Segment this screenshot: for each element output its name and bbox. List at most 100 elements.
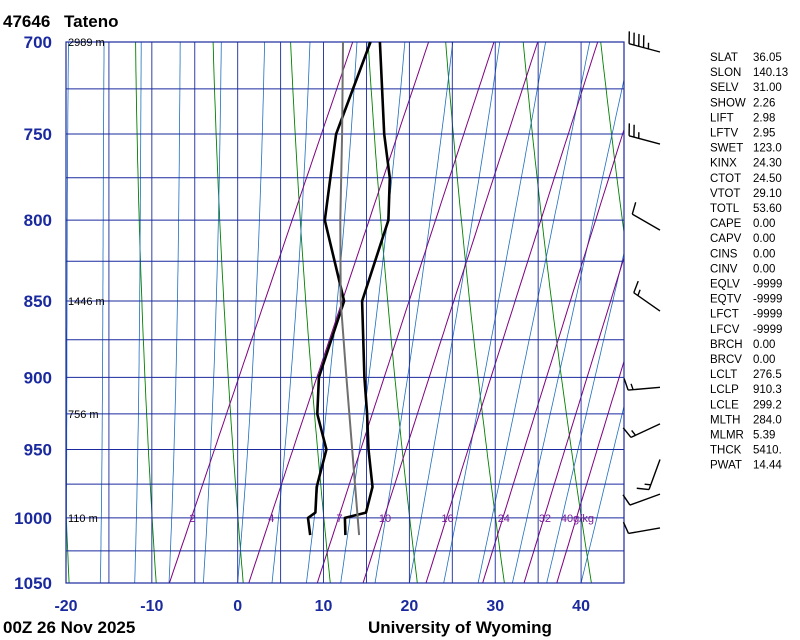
index-value: 0.00 (753, 339, 775, 351)
dry-adiabat-line (135, 42, 157, 583)
moist-adiabat-line (99, 42, 105, 583)
wind-barb-staff (648, 459, 661, 490)
index-value: 31.00 (753, 82, 782, 94)
moist-adiabat-line (512, 77, 624, 583)
index-value: 276.5 (753, 369, 782, 381)
wind-barb (623, 378, 661, 391)
grid-layer (32, 41, 625, 584)
indices-list: SLAT 36.05 SLON 140.13 SELV 31.00 SHOW 2.26 LIFT… (710, 52, 788, 472)
wind-barbs (622, 31, 661, 535)
index-value: 24.30 (753, 158, 782, 170)
dry-adiabat-line (367, 42, 418, 583)
index-key: SLON (710, 67, 741, 79)
footer-source: University of Wyoming (368, 618, 552, 637)
index-value: 29.10 (753, 188, 782, 200)
wind-barb-half-flag (630, 383, 634, 390)
mixing-ratio-label: 24 (498, 513, 510, 525)
dry-adiabat-line (600, 42, 624, 236)
wind-barb (631, 202, 661, 231)
index-key: SWET (710, 143, 743, 155)
wind-barb (622, 493, 661, 506)
temperature-tick-label: 0 (233, 598, 242, 615)
wind-barb-flag (622, 521, 630, 534)
pressure-tick-label: 750 (24, 125, 52, 144)
index-key: EQLV (710, 279, 740, 291)
index-value: 2.26 (753, 97, 775, 109)
index-value: 2.95 (753, 128, 775, 140)
index-key: CINV (710, 263, 738, 275)
station-id: 47646 (3, 12, 50, 31)
wind-barb-staff (628, 386, 661, 391)
index-value: 0.00 (753, 248, 775, 260)
pressure-tick-label: 800 (24, 211, 52, 230)
index-key: PWAT (710, 460, 742, 472)
index-value: 910.3 (753, 384, 782, 396)
index-key: LFCV (710, 324, 740, 336)
index-value: -9999 (753, 279, 782, 291)
wind-barb (633, 280, 661, 312)
index-value: 0.00 (753, 218, 775, 230)
height-label: 756 m (68, 409, 99, 421)
wind-barb-staff (628, 527, 661, 535)
index-value: 123.0 (753, 143, 782, 155)
height-label: 2989 m (68, 37, 105, 49)
moist-adiabat-line (32, 42, 35, 583)
index-value: -9999 (753, 309, 782, 321)
wind-barb (628, 31, 661, 53)
index-key: LFTV (710, 128, 738, 140)
moist-adiabat-line (374, 42, 454, 583)
index-key: SHOW (710, 97, 746, 109)
temperature-tick-label: 20 (400, 598, 418, 615)
index-key: BRCH (710, 339, 743, 351)
moist-adiabat-line (203, 42, 222, 583)
index-key: CTOT (710, 173, 741, 185)
wind-barb-staff (628, 135, 661, 145)
index-value: 53.60 (753, 203, 782, 215)
series-layer (306, 41, 392, 536)
wind-barb-staff (629, 493, 661, 506)
moist-adiabat-line (306, 42, 358, 583)
wind-barb-half-flag (644, 483, 651, 486)
moist-adiabat-line (340, 42, 406, 583)
index-key: SLAT (710, 52, 738, 64)
moist-adiabat-line (168, 42, 181, 583)
index-key: SELV (710, 82, 739, 94)
index-key: KINX (710, 158, 737, 170)
height-label: 110 m (68, 513, 98, 525)
wind-barb-staff (628, 43, 661, 53)
wind-barb-staff (633, 292, 661, 312)
index-key: LFCT (710, 309, 739, 321)
mixing-ratio-line (556, 359, 624, 583)
index-value: 14.44 (753, 460, 782, 472)
index-value: 2.98 (753, 112, 775, 124)
moist-adiabat-line (580, 404, 624, 583)
mixing-ratio-label: 7 (336, 513, 342, 525)
index-key: MLTH (710, 414, 740, 426)
pressure-tick-label: 1000 (14, 509, 52, 528)
dewpoint-line (306, 41, 372, 536)
mixing-ratio-line (482, 127, 624, 583)
index-value: 299.2 (753, 399, 782, 411)
moist-adiabat-line (409, 42, 501, 583)
index-key: EQTV (710, 294, 742, 306)
moist-adiabat-line (134, 42, 142, 583)
temperature-tick-label: 30 (486, 598, 504, 615)
footer-time: 00Z 26 Nov 2025 (3, 618, 135, 637)
pressure-tick-label: 900 (24, 368, 52, 387)
wind-barb-flag (622, 427, 632, 438)
index-key: LIFT (710, 112, 734, 124)
index-key: LCLE (710, 399, 739, 411)
pressure-tick-label: 950 (24, 440, 52, 459)
wind-barb (628, 123, 661, 145)
wind-barb-flag (622, 494, 631, 506)
pressure-tick-label: 1050 (14, 574, 52, 593)
index-key: THCK (710, 445, 742, 457)
temperature-tick-label: -10 (140, 598, 163, 615)
grid-clip (32, 42, 624, 583)
mixing-ratio-label: 2 (189, 513, 195, 525)
mixing-ratio-label: 40g/kg (561, 513, 594, 525)
index-key: BRCV (710, 354, 742, 366)
temperature-tick-label: 40 (572, 598, 590, 615)
mixing-ratio-label: 4 (268, 513, 274, 525)
